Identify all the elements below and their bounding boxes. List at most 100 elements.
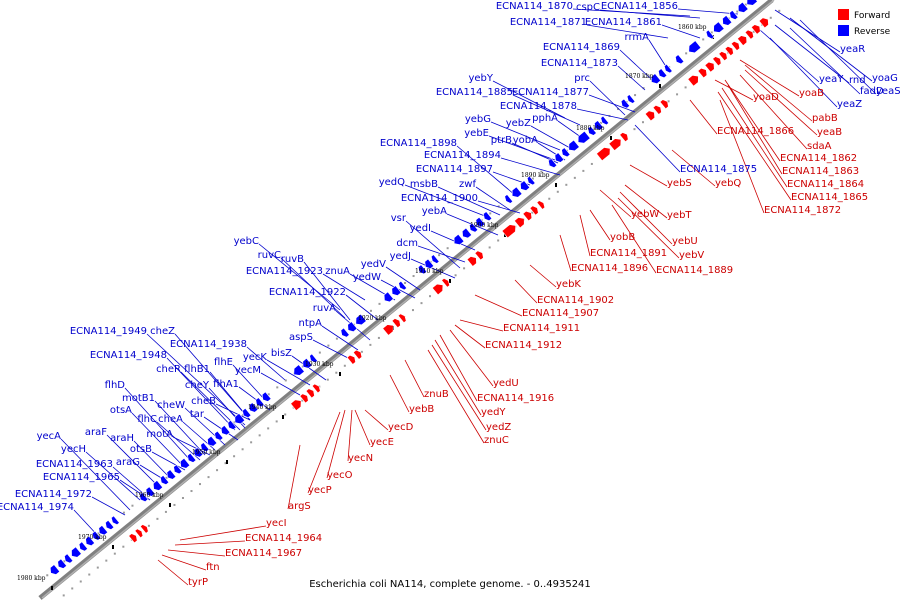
reverse-leader-line (530, 125, 571, 149)
axis-dot (420, 302, 423, 305)
axis-dot (207, 476, 210, 479)
forward-leader-line (721, 87, 788, 188)
tick-label: 1900 kbp (470, 222, 499, 229)
forward-gene-label: yebK (556, 279, 581, 290)
forward-gene-arrow (529, 205, 539, 216)
reverse-gene-label: pphA (532, 113, 558, 124)
reverse-gene-arrow (255, 397, 265, 408)
forward-gene-arrow (724, 46, 734, 57)
reverse-leader-line (619, 49, 651, 79)
tick-label: 1890 kbp (521, 172, 550, 179)
reverse-gene-label: ECNA114_1965 (43, 472, 120, 483)
axis-dot (778, 9, 781, 12)
reverse-leader-line (576, 108, 629, 121)
reverse-gene-arrow (166, 469, 177, 480)
reverse-gene-label: ECNA114_1938 (170, 339, 247, 350)
axis-dot (378, 302, 381, 305)
forward-gene-arrow (652, 104, 662, 115)
forward-gene-label: yedY (481, 407, 506, 418)
reverse-gene-arrow (302, 357, 313, 369)
reverse-gene-label: ECNA114_1900 (401, 193, 478, 204)
reverse-gene-label: flhB1 (184, 364, 210, 375)
reverse-gene-label: otsB (130, 444, 152, 455)
reverse-gene-label: ECNA114_1949 (70, 326, 147, 337)
tick-mark (169, 503, 171, 507)
reverse-gene-label: ECNA114_1972 (15, 489, 92, 500)
axis-dot (275, 420, 278, 423)
reverse-gene-arrow (577, 130, 591, 144)
forward-leader-line (389, 374, 410, 413)
axis-dot (641, 121, 644, 124)
forward-leader-line (404, 359, 425, 398)
forward-gene-label: ECNA114_1865 (791, 192, 868, 203)
axis-dot (63, 560, 66, 563)
axis-dot (769, 16, 772, 19)
reverse-leader-line (124, 387, 191, 461)
axis-dot (540, 170, 543, 173)
reverse-gene-arrow (594, 120, 604, 131)
reverse-leader-line (430, 230, 476, 251)
forward-gene-label: ECNA114_1866 (717, 126, 794, 137)
axis-dot (369, 343, 372, 346)
forward-leader-line (611, 204, 657, 274)
reverse-gene-label: ECNA114_1923 (246, 266, 323, 277)
reverse-gene-arrow (511, 186, 523, 198)
reverse-gene-label: yecK (243, 352, 268, 363)
reverse-gene-label: cheY (185, 380, 210, 391)
forward-gene-arrow (712, 56, 722, 67)
tick-mark (112, 545, 114, 549)
tick-mark (449, 279, 451, 283)
axis-dot (335, 337, 338, 340)
reverse-leader-line (260, 372, 301, 396)
axis-dot (489, 212, 492, 215)
axis-dot (377, 336, 380, 339)
forward-gene-label: argS (288, 501, 311, 512)
forward-gene-arrow (397, 313, 407, 324)
axis-dot (710, 31, 713, 34)
reverse-gene-arrow (526, 175, 536, 186)
forward-leader-line (326, 409, 346, 479)
forward-gene-arrow (522, 210, 533, 222)
reverse-gene-label: yebA (422, 206, 447, 217)
forward-gene-label: ECNA114_1896 (571, 263, 648, 274)
reverse-gene-label: yebE (464, 128, 489, 139)
forward-gene-label: yecE (370, 437, 394, 448)
tick-label: 1860 kbp (678, 24, 707, 31)
reverse-gene-label: ruvB (281, 254, 304, 265)
forward-gene-label: ECNA114_1864 (787, 179, 864, 190)
reverse-gene-arrow (520, 180, 531, 191)
axis-dot (122, 545, 125, 548)
reverse-gene-arrow (248, 402, 259, 413)
axis-dot (360, 350, 363, 353)
reverse-gene-label: yobA (513, 135, 538, 146)
forward-gene-arrow (501, 224, 517, 239)
reverse-leader-line (410, 258, 456, 279)
reverse-gene-arrow (227, 419, 237, 430)
forward-gene-label: yebU (672, 236, 698, 247)
forward-leader-line (689, 99, 718, 135)
forward-gene-label: yebQ (715, 178, 741, 189)
forward-leader-line (599, 189, 632, 218)
reverse-gene-arrow (675, 54, 685, 65)
reverse-leader-line (799, 19, 877, 95)
forward-gene-label: yebW (631, 209, 659, 220)
reverse-gene-label: yecH (61, 444, 86, 455)
forward-gene-arrow (305, 388, 315, 399)
reverse-gene-label: yecA (37, 431, 62, 442)
forward-gene-arrow (474, 250, 484, 261)
forward-leader-line (727, 84, 783, 175)
forward-gene-arrow (659, 99, 669, 110)
reverse-leader-line (232, 364, 266, 401)
axis-dot (173, 503, 176, 506)
reverse-gene-label: yedJ (390, 251, 411, 262)
reverse-gene-label: ECNA114_1873 (541, 58, 618, 69)
axis-dot (147, 524, 150, 527)
reverse-gene-label: cheW (157, 400, 185, 411)
reverse-gene-arrow (722, 14, 733, 26)
axis-dot (79, 580, 82, 583)
forward-gene-label: yoaD (753, 92, 779, 103)
forward-gene-label: yecO (327, 470, 353, 481)
legend-swatch-reverse (838, 25, 849, 36)
reverse-gene-arrow (57, 558, 68, 569)
axis-dot (573, 176, 576, 179)
